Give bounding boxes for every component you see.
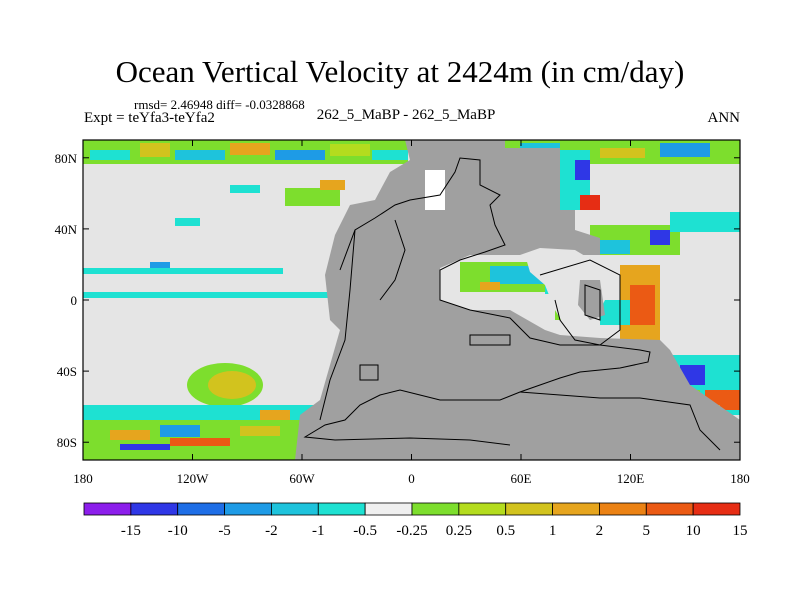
colorbar-label: -15 bbox=[121, 523, 141, 539]
colorbar-swatch bbox=[271, 502, 319, 516]
season-label: ANN bbox=[707, 110, 741, 126]
coastlines bbox=[303, 157, 721, 451]
colorbar-label: -2 bbox=[265, 523, 278, 539]
south-pacific-blob-core bbox=[208, 371, 256, 399]
arctic-patch bbox=[230, 143, 270, 155]
southern-patch bbox=[170, 438, 230, 446]
east-boundary-band bbox=[670, 212, 740, 232]
east-boundary-patch bbox=[630, 285, 655, 325]
southern-patch bbox=[260, 410, 290, 420]
lon-tick-label: 60E bbox=[511, 471, 532, 486]
coastline-outline bbox=[519, 391, 721, 451]
pacific-patch bbox=[285, 188, 340, 206]
pacific-patch bbox=[230, 185, 260, 193]
colorbar-swatch bbox=[83, 502, 132, 516]
lon-tick-label: 0 bbox=[408, 471, 415, 486]
east-boundary-patch bbox=[600, 240, 630, 254]
lon-tick-label: 120E bbox=[617, 471, 645, 486]
latitude-ticks: 80N 40N 0 40S 80S bbox=[55, 151, 740, 450]
arctic-patch bbox=[600, 148, 645, 158]
colorbar-swatch bbox=[130, 502, 179, 516]
arctic-patch bbox=[372, 150, 408, 160]
colorbar-label: -0.5 bbox=[353, 523, 377, 539]
lon-tick-label: 180 bbox=[73, 471, 93, 486]
colorbar-label: 2 bbox=[596, 523, 604, 539]
lon-tick-label: 120W bbox=[177, 471, 210, 486]
colorbar-swatch bbox=[224, 502, 272, 516]
lat-tick-label: 40S bbox=[57, 364, 77, 379]
colorbar-swatch bbox=[177, 502, 225, 516]
colorbar-swatch bbox=[317, 502, 366, 516]
east-boundary-patch bbox=[650, 230, 670, 245]
experiment-label: Expt = teYfa3-teYfa2 bbox=[84, 110, 215, 126]
colorbar-label: -0.25 bbox=[396, 523, 427, 539]
island-outline bbox=[584, 284, 601, 321]
case-label: 262_5_MaBP - 262_5_MaBP bbox=[316, 107, 496, 123]
colorbar-swatch bbox=[364, 502, 413, 516]
colorbar-label: 10 bbox=[686, 523, 701, 539]
coastline-outline bbox=[539, 259, 621, 346]
colorbar-swatch bbox=[692, 502, 741, 516]
arctic-patch bbox=[90, 150, 130, 160]
arctic-patch bbox=[140, 143, 170, 157]
colorbar: -15 -10 -5 -2 -1 -0.5 -0.25 0.25 0.5 1 2 5 10 15 bbox=[83, 502, 748, 539]
colorbar-label: 0.25 bbox=[446, 523, 472, 539]
lon-tick-label: 60W bbox=[289, 471, 315, 486]
colorbar-label: 5 bbox=[643, 523, 651, 539]
colorbar-swatch bbox=[505, 502, 553, 516]
coastline-outline bbox=[379, 219, 406, 301]
colorbar-swatch bbox=[645, 502, 694, 516]
arctic-patch bbox=[330, 144, 370, 156]
plot-title: Ocean Vertical Velocity at 2424m (in cm/… bbox=[115, 54, 685, 89]
colorbar-label: 1 bbox=[549, 523, 557, 539]
east-boundary-patch bbox=[575, 160, 590, 180]
arctic-patch bbox=[660, 143, 710, 157]
colorbar-label: -5 bbox=[218, 523, 231, 539]
island-outline bbox=[469, 334, 511, 346]
colorbar-swatch bbox=[599, 502, 647, 516]
pacific-patch bbox=[320, 180, 345, 190]
southern-patch bbox=[240, 426, 280, 436]
colorbar-label: -1 bbox=[312, 523, 325, 539]
southern-patch bbox=[160, 425, 200, 437]
tethys-patch bbox=[480, 282, 500, 290]
colorbar-swatch bbox=[552, 502, 600, 516]
colorbar-label: -10 bbox=[168, 523, 188, 539]
southern-patch bbox=[110, 430, 150, 440]
east-boundary-patch bbox=[600, 300, 630, 325]
pacific-patch bbox=[175, 218, 200, 226]
arctic-patch bbox=[275, 150, 325, 160]
lat-tick-label: 80N bbox=[55, 151, 78, 166]
equatorial-band bbox=[83, 268, 283, 274]
southern-patch bbox=[120, 444, 170, 450]
equatorial-band bbox=[83, 292, 333, 298]
arctic-patch bbox=[175, 150, 225, 160]
stats-line: rmsd= 2.46948 diff= -0.0328868 bbox=[134, 97, 305, 112]
colorbar-label: 15 bbox=[733, 523, 748, 539]
map-panel bbox=[83, 140, 740, 460]
lat-tick-label: 0 bbox=[71, 293, 78, 308]
pangaea-landmass bbox=[295, 140, 740, 460]
longitude-ticks: 180 120W 60W 0 60E 120E 180 bbox=[73, 140, 750, 486]
colorbar-swatch bbox=[411, 502, 460, 516]
colorbar-label: 0.5 bbox=[496, 523, 515, 539]
east-boundary-patch bbox=[580, 195, 600, 210]
lat-tick-label: 80S bbox=[57, 435, 77, 450]
island-outline bbox=[359, 364, 379, 381]
coastline-outline bbox=[319, 229, 356, 421]
lon-tick-label: 180 bbox=[730, 471, 750, 486]
colorbar-swatch bbox=[458, 502, 507, 516]
equatorial-patch bbox=[150, 262, 170, 268]
lat-tick-label: 40N bbox=[55, 222, 78, 237]
land-gap bbox=[425, 170, 445, 210]
